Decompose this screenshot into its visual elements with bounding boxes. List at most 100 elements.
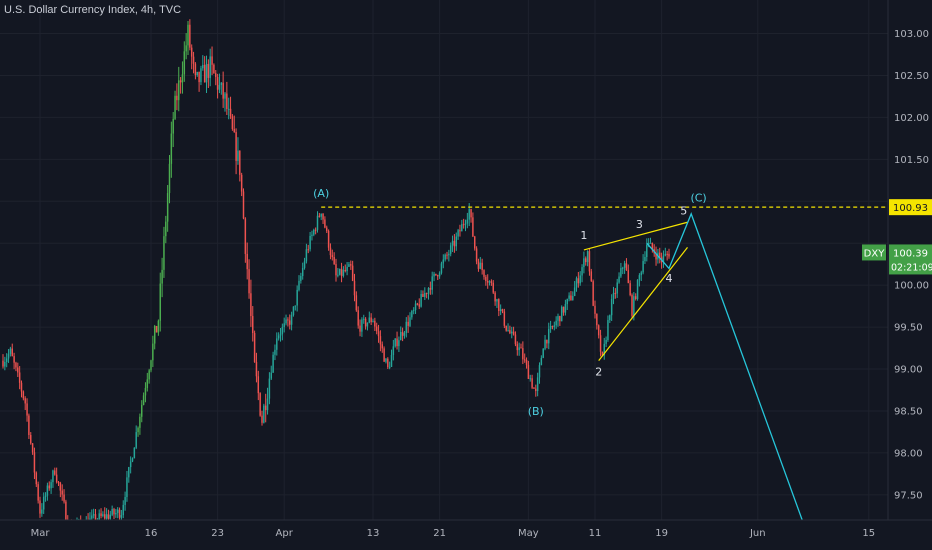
candle-body <box>562 306 565 313</box>
candle-body <box>372 320 374 323</box>
candle-body <box>314 229 317 231</box>
candle-body <box>455 236 457 247</box>
candle-body <box>155 325 158 333</box>
candle-body <box>474 236 476 249</box>
candle-body <box>414 303 417 311</box>
candle-body <box>522 348 524 360</box>
candle-body <box>183 51 186 75</box>
candle-body <box>666 253 668 255</box>
candle-body <box>634 296 637 300</box>
candle-body <box>152 343 154 361</box>
candle-body <box>631 295 633 316</box>
candle-body <box>159 283 161 321</box>
candle-body <box>279 334 282 336</box>
candle-body <box>355 295 358 311</box>
candle-body <box>52 470 54 483</box>
candle-body <box>492 282 494 293</box>
y-tick-label: 97.50 <box>894 490 923 501</box>
candle-body <box>202 64 204 69</box>
countdown-label: 02:21:09 <box>891 262 932 273</box>
candle-body <box>616 282 618 294</box>
candle-body <box>229 108 232 117</box>
candle-body <box>449 245 452 254</box>
candle-body <box>398 340 400 347</box>
candle-body <box>257 376 260 394</box>
x-tick-label: 19 <box>655 528 668 539</box>
candle-body <box>170 133 173 164</box>
candle-body <box>646 244 648 257</box>
candle-body <box>94 514 97 522</box>
candle-body <box>390 354 393 367</box>
candle-body <box>4 361 6 367</box>
candle-body <box>351 265 354 281</box>
candle-body <box>142 395 145 405</box>
candle-body <box>281 327 284 335</box>
candle-body <box>316 215 319 230</box>
candle-body <box>383 348 385 362</box>
candle-body <box>242 191 245 219</box>
candle-body <box>437 275 439 277</box>
candle-body <box>11 348 13 357</box>
candle-body <box>111 508 113 515</box>
candle-body <box>113 508 115 515</box>
candle-body <box>629 283 631 296</box>
candle-body <box>157 320 160 333</box>
candle-body <box>338 268 341 275</box>
candle-body <box>174 95 176 119</box>
wave-label: (C) <box>690 191 706 204</box>
candle-body <box>277 335 280 339</box>
candle-body <box>350 264 352 266</box>
candle-body <box>551 326 554 328</box>
y-tick-label: 101.50 <box>894 155 929 166</box>
candle-body <box>664 253 667 256</box>
x-tick-label: 13 <box>367 528 380 539</box>
candle-body <box>400 331 402 341</box>
candle-body <box>592 281 594 306</box>
candle-body <box>361 319 363 332</box>
candle-body <box>496 299 498 302</box>
candle-body <box>438 272 441 277</box>
symbol-tag <box>862 244 886 261</box>
time-axis <box>0 520 888 550</box>
candle-body <box>453 240 456 247</box>
candle-body <box>222 82 224 99</box>
candle-body <box>342 269 345 276</box>
candle-body <box>226 93 228 110</box>
candle-body <box>549 326 552 329</box>
candle-body <box>498 299 500 311</box>
candle-body <box>459 230 461 232</box>
candle-body <box>636 279 639 300</box>
candle-body <box>651 242 654 250</box>
candle-body <box>252 316 254 334</box>
resistance-price-tag <box>889 199 932 216</box>
candle-body <box>246 253 248 270</box>
candle-body <box>638 275 641 280</box>
candle-body <box>61 490 63 495</box>
candle-body <box>640 272 642 276</box>
candle-body <box>470 209 472 218</box>
candle-body <box>409 317 411 326</box>
candle-body <box>431 276 433 290</box>
candle-body <box>255 361 258 377</box>
candle-body <box>239 150 241 175</box>
candle-body <box>597 325 600 336</box>
candle-body <box>5 358 8 362</box>
candle-body <box>33 452 36 473</box>
candle-body <box>292 306 295 315</box>
candle-body <box>627 270 630 284</box>
candle-body <box>326 227 328 231</box>
candle-body <box>461 224 463 232</box>
candle-body <box>572 296 574 301</box>
candle-body <box>507 330 509 332</box>
candle-body <box>318 215 321 217</box>
candle-body <box>261 415 263 423</box>
candle-body <box>544 339 546 349</box>
x-tick-label: 21 <box>433 528 446 539</box>
candle-body <box>190 47 193 57</box>
candle-body <box>446 254 448 256</box>
candle-body <box>396 338 398 347</box>
candle-body <box>435 273 437 276</box>
candle-body <box>92 514 95 516</box>
candle-body <box>555 320 557 326</box>
